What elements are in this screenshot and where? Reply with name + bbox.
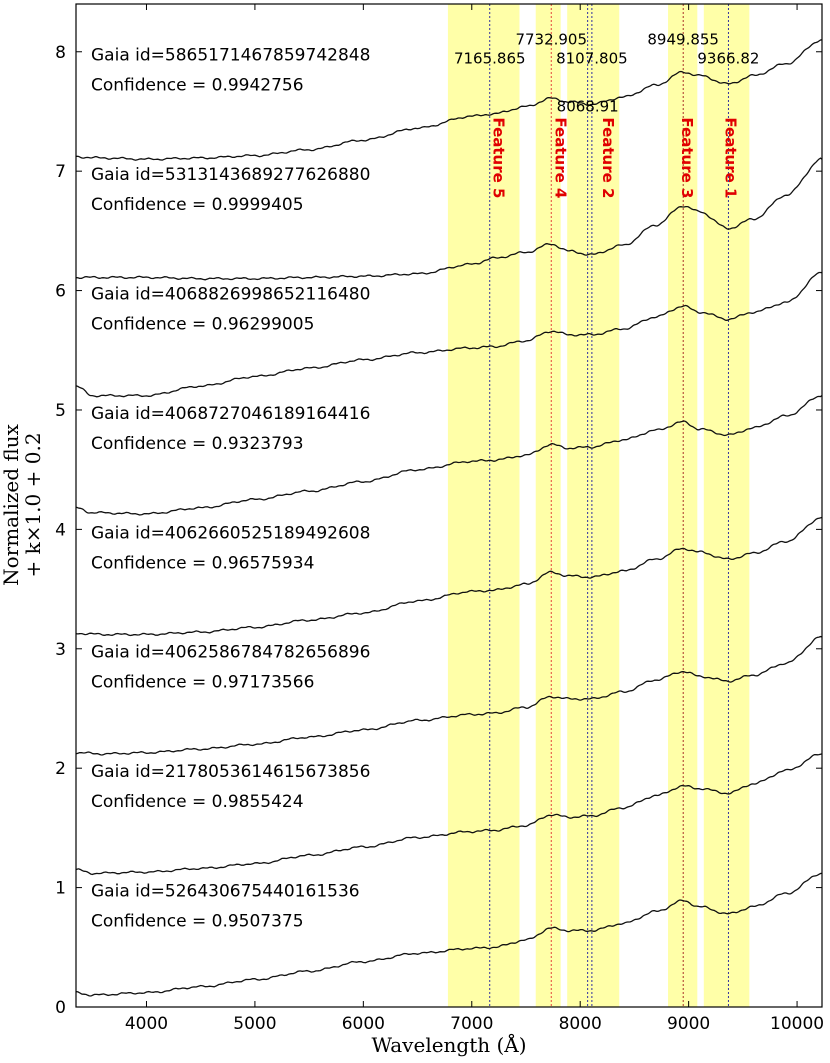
y-tick-label: 6 <box>55 282 66 302</box>
axes: 4000 5000 6000 7000 8000 9000 10000 0 1 2 3 4 5 6 7 8 <box>55 4 824 1034</box>
feature-band <box>668 4 698 1007</box>
spectrum-line <box>75 635 823 756</box>
feature-label: Feature 3 <box>678 117 696 198</box>
y-axis-label-line1: Normalized flux <box>0 423 23 586</box>
center-value-label: 8949.855 <box>647 31 719 49</box>
annotations: Gaia id=5865171467859742848 Confidence = … <box>91 31 759 932</box>
series-gaia-id: Gaia id=4062660525189492608 <box>91 523 370 543</box>
series-confidence: Confidence = 0.9855424 <box>91 792 304 812</box>
spectrum-line <box>75 39 823 161</box>
series-gaia-id: Gaia id=4068727046189164416 <box>91 404 370 424</box>
plot-frame <box>75 3 823 1008</box>
series-gaia-id: Gaia id=526430675440161536 <box>91 881 360 901</box>
y-tick-label: 8 <box>55 43 66 63</box>
feature-label: Feature 1 <box>721 117 739 198</box>
x-tick-label: 9000 <box>667 1014 710 1034</box>
x-tick-label: 7000 <box>450 1014 493 1034</box>
y-tick-label: 4 <box>55 520 66 540</box>
feature-label: Feature 2 <box>599 117 617 198</box>
x-tick-label: 6000 <box>342 1014 385 1034</box>
series-confidence: Confidence = 0.9507375 <box>91 911 304 931</box>
spectrum-line <box>75 753 823 876</box>
feature-band <box>447 4 520 1007</box>
feature-label: Feature 5 <box>489 117 507 198</box>
y-tick-label: 7 <box>55 162 66 182</box>
y-tick-label: 5 <box>55 401 66 421</box>
center-value-label: 9366.82 <box>697 50 759 68</box>
center-value-label: 7165.865 <box>454 50 526 68</box>
spectrum-line <box>75 516 823 637</box>
feature-bands <box>447 4 750 1007</box>
y-tick-label: 2 <box>55 759 66 779</box>
series-confidence: Confidence = 0.9999405 <box>91 195 304 215</box>
series-gaia-id: Gaia id=4062586784782656896 <box>91 643 370 663</box>
series-confidence: Confidence = 0.96299005 <box>91 314 314 334</box>
center-value-label: 7732.905 <box>515 31 587 49</box>
spectra-series <box>75 39 823 997</box>
feature-band <box>703 4 750 1007</box>
series-gaia-id: Gaia id=5313143689277626880 <box>91 165 370 185</box>
y-tick-label: 1 <box>55 879 66 899</box>
center-value-label: 8068.91 <box>557 97 619 115</box>
x-tick-label: 5000 <box>233 1014 276 1034</box>
spectrum-line <box>75 271 823 398</box>
y-tick-label: 3 <box>55 640 66 660</box>
x-axis-label: Wavelength (Å) <box>371 1032 526 1057</box>
feature-label: Feature 4 <box>551 117 569 198</box>
series-gaia-id: Gaia id=5865171467859742848 <box>91 46 370 66</box>
spectrum-line <box>75 395 823 516</box>
x-tick-label: 4000 <box>125 1014 168 1034</box>
series-confidence: Confidence = 0.9942756 <box>91 76 304 96</box>
spectrum-line <box>75 872 823 997</box>
series-confidence: Confidence = 0.96575934 <box>91 553 314 573</box>
x-tick-label: 10000 <box>770 1014 824 1034</box>
feature-band <box>535 4 561 1007</box>
x-tick-label: 8000 <box>559 1014 602 1034</box>
y-tick-label: 0 <box>55 998 66 1018</box>
series-gaia-id: Gaia id=2178053614615673856 <box>91 762 370 782</box>
y-axis-label-line2: + k×1.0 + 0.2 <box>21 432 45 577</box>
feature-band <box>567 4 620 1007</box>
series-gaia-id: Gaia id=4068826998652116480 <box>91 284 370 304</box>
feature-center-lines <box>489 4 729 1007</box>
series-confidence: Confidence = 0.9323793 <box>91 434 304 454</box>
center-value-label: 8107.805 <box>556 50 628 68</box>
series-confidence: Confidence = 0.97173566 <box>91 673 314 693</box>
spectrum-line <box>76 157 823 281</box>
